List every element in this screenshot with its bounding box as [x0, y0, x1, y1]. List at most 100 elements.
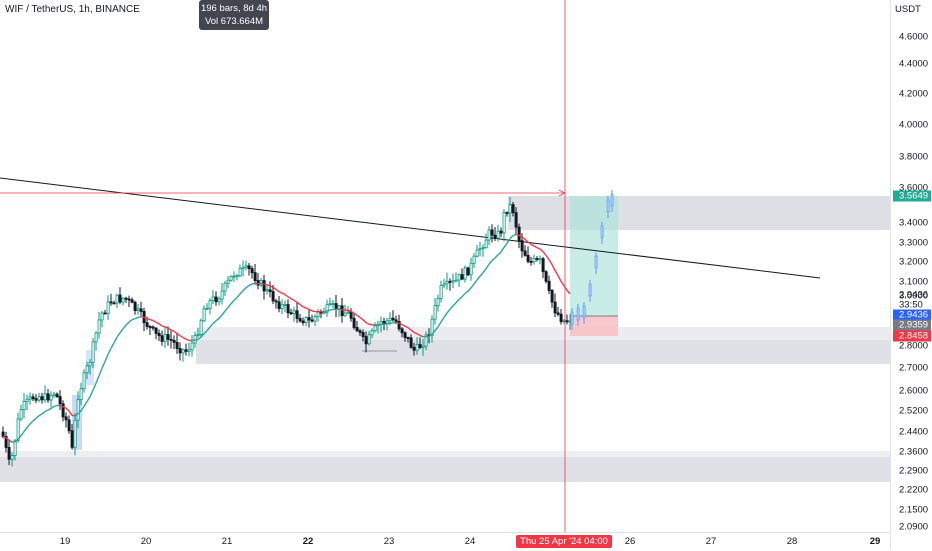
candle-body [386, 321, 388, 323]
tooltip-volume: Vol 673.664M [199, 15, 269, 28]
ema-segment [450, 306, 453, 309]
candle-body [92, 342, 94, 363]
ema-segment [396, 323, 399, 324]
candle-body [86, 366, 88, 373]
candle-body [335, 304, 337, 310]
price-tick: 2.3600 [899, 447, 928, 458]
ema-segment [87, 397, 90, 402]
ema-segment [264, 284, 267, 285]
candle-body [215, 297, 217, 302]
candle-body [515, 213, 517, 227]
candle-body [251, 269, 253, 273]
position-target-area [570, 196, 618, 316]
time-tick: 20 [141, 536, 152, 547]
candle-body [509, 205, 511, 213]
candle-body [350, 312, 352, 318]
candle-body [566, 321, 568, 322]
ema-segment [66, 408, 69, 411]
candle-body [362, 332, 364, 336]
ema-segment [261, 283, 264, 284]
candle-body [266, 290, 268, 291]
candle-body [395, 320, 397, 322]
candle-body [227, 280, 229, 283]
candle-body [242, 267, 244, 268]
candle-body [11, 456, 13, 460]
ema-segment [504, 243, 507, 247]
ema-segment [516, 234, 519, 235]
candle-body [344, 313, 346, 316]
ema-segment [222, 311, 225, 315]
candle-body [38, 397, 40, 400]
candle-body [23, 402, 25, 410]
candle-body [113, 303, 115, 304]
candle-body [479, 249, 481, 250]
ema-segment [291, 299, 294, 300]
candle-body [311, 320, 313, 321]
candle-body [419, 345, 421, 348]
ema-segment [234, 297, 237, 300]
time-tick: 22 [303, 536, 314, 547]
low-zone-light [0, 451, 890, 457]
candle-body [308, 318, 310, 320]
candle-body [137, 309, 139, 311]
projection-body [577, 308, 579, 320]
ema-segment [36, 416, 39, 419]
ema-segment [294, 300, 297, 302]
ema-segment [105, 354, 108, 361]
ema-segment [243, 288, 246, 291]
currency-label[interactable]: USDT [895, 4, 921, 15]
ema-segment [540, 249, 543, 252]
ema-segment [231, 300, 234, 303]
candle-body [491, 230, 493, 235]
ema-segment [96, 376, 99, 384]
candle-body [254, 273, 256, 281]
candle-body [71, 431, 73, 448]
price-tick: 2.8000 [899, 341, 928, 352]
ema-segment [447, 309, 450, 313]
price-chart-svg[interactable] [0, 0, 890, 532]
candle-body [284, 305, 286, 306]
candle-body [467, 268, 469, 275]
candle-body [464, 268, 466, 279]
ema-segment [513, 234, 516, 235]
time-tick: 26 [625, 536, 636, 547]
price-tick: 3.3000 [899, 238, 928, 249]
ema-segment [72, 415, 75, 416]
candle-body [185, 350, 187, 352]
ema-segment [543, 252, 546, 256]
ema-segment [453, 303, 456, 306]
ema-segment [348, 310, 351, 311]
ema-segment [150, 320, 153, 321]
ema-segment [108, 348, 111, 354]
candle-body [221, 291, 223, 299]
time-tick: 29 [870, 536, 881, 547]
chart-pane[interactable]: WIF / TetherUS, 1h, BINANCE 196 bars, 8d… [0, 0, 890, 532]
candle-body [14, 441, 16, 456]
ema-segment [498, 252, 501, 255]
ema-segment [444, 313, 447, 317]
low-zone [0, 457, 890, 482]
projection-body [595, 256, 597, 268]
ema-segment [456, 299, 459, 302]
ema-segment [501, 247, 504, 252]
candle-body [44, 394, 46, 400]
candle-body [530, 261, 532, 262]
ema-segment [402, 325, 405, 327]
ema-segment [123, 325, 126, 329]
ema-segment [45, 410, 48, 411]
ema-segment [111, 343, 114, 348]
candle-body [146, 323, 148, 327]
ema-segment [282, 293, 285, 294]
projection-body [589, 284, 591, 296]
ema-segment [39, 414, 42, 416]
candle-body [401, 329, 403, 333]
candle-body [176, 342, 178, 348]
ema-segment [489, 261, 492, 264]
candle-body [443, 284, 445, 286]
price-tick: 2.6000 [899, 386, 928, 397]
candle-body [125, 298, 127, 299]
candle-body [80, 389, 82, 400]
candle-body [2, 432, 4, 436]
